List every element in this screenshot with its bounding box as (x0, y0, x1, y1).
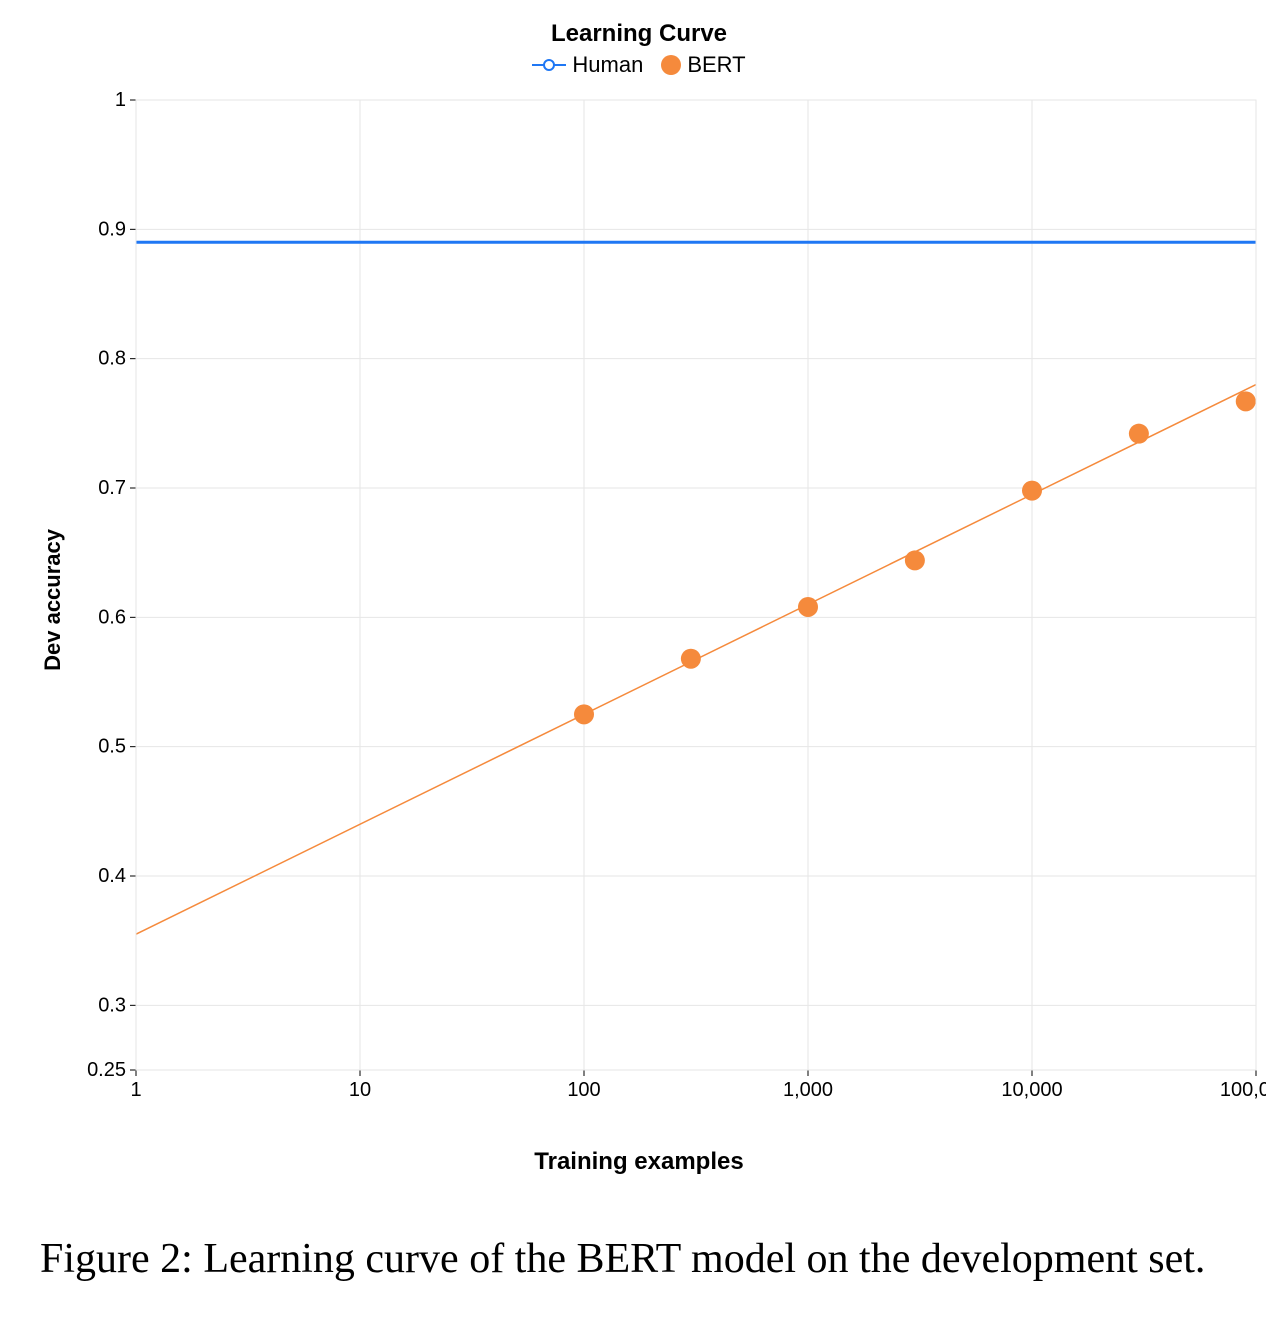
svg-text:0.5: 0.5 (98, 736, 126, 758)
svg-text:0.25: 0.25 (87, 1059, 126, 1081)
x-axis-label: Training examples (40, 1148, 1238, 1176)
legend-label-bert: BERT (687, 52, 745, 78)
legend: Human BERT (40, 52, 1238, 78)
plot-area: 0.25 0.3 0.4 0.5 0.6 0.7 0.8 0.9 1 1 10 100 1,000 10,… (76, 90, 1266, 1110)
plot-wrapper: Dev accuracy 0.25 0.3 0.4 0.5 0.6 0.7 0.8 0.9 1 1… (40, 90, 1238, 1110)
svg-text:0.3: 0.3 (98, 994, 126, 1016)
svg-text:1: 1 (130, 1079, 141, 1101)
svg-text:1,000: 1,000 (783, 1079, 833, 1101)
svg-text:0.7: 0.7 (98, 477, 126, 499)
y-axis-label: Dev accuracy (40, 529, 66, 671)
svg-text:0.4: 0.4 (98, 865, 126, 887)
legend-item-bert: BERT (661, 52, 745, 78)
svg-text:10,000: 10,000 (1001, 1079, 1062, 1101)
legend-marker-bert (661, 55, 681, 75)
svg-text:0.8: 0.8 (98, 348, 126, 370)
svg-text:100: 100 (567, 1079, 600, 1101)
legend-item-human: Human (532, 52, 643, 78)
svg-text:1: 1 (115, 90, 126, 111)
chart-title: Learning Curve (40, 20, 1238, 48)
chart-container: Learning Curve Human BERT Dev accuracy 0… (40, 20, 1238, 1176)
legend-marker-human (532, 58, 566, 72)
figure-caption: Figure 2: Learning curve of the BERT mod… (40, 1231, 1238, 1288)
svg-text:10: 10 (349, 1079, 371, 1101)
legend-label-human: Human (572, 52, 643, 78)
svg-text:100,000: 100,000 (1220, 1079, 1266, 1101)
svg-text:0.6: 0.6 (98, 606, 126, 628)
svg-text:0.9: 0.9 (98, 218, 126, 240)
chart-svg: 0.25 0.3 0.4 0.5 0.6 0.7 0.8 0.9 1 1 10 100 1,000 10,… (76, 90, 1266, 1110)
